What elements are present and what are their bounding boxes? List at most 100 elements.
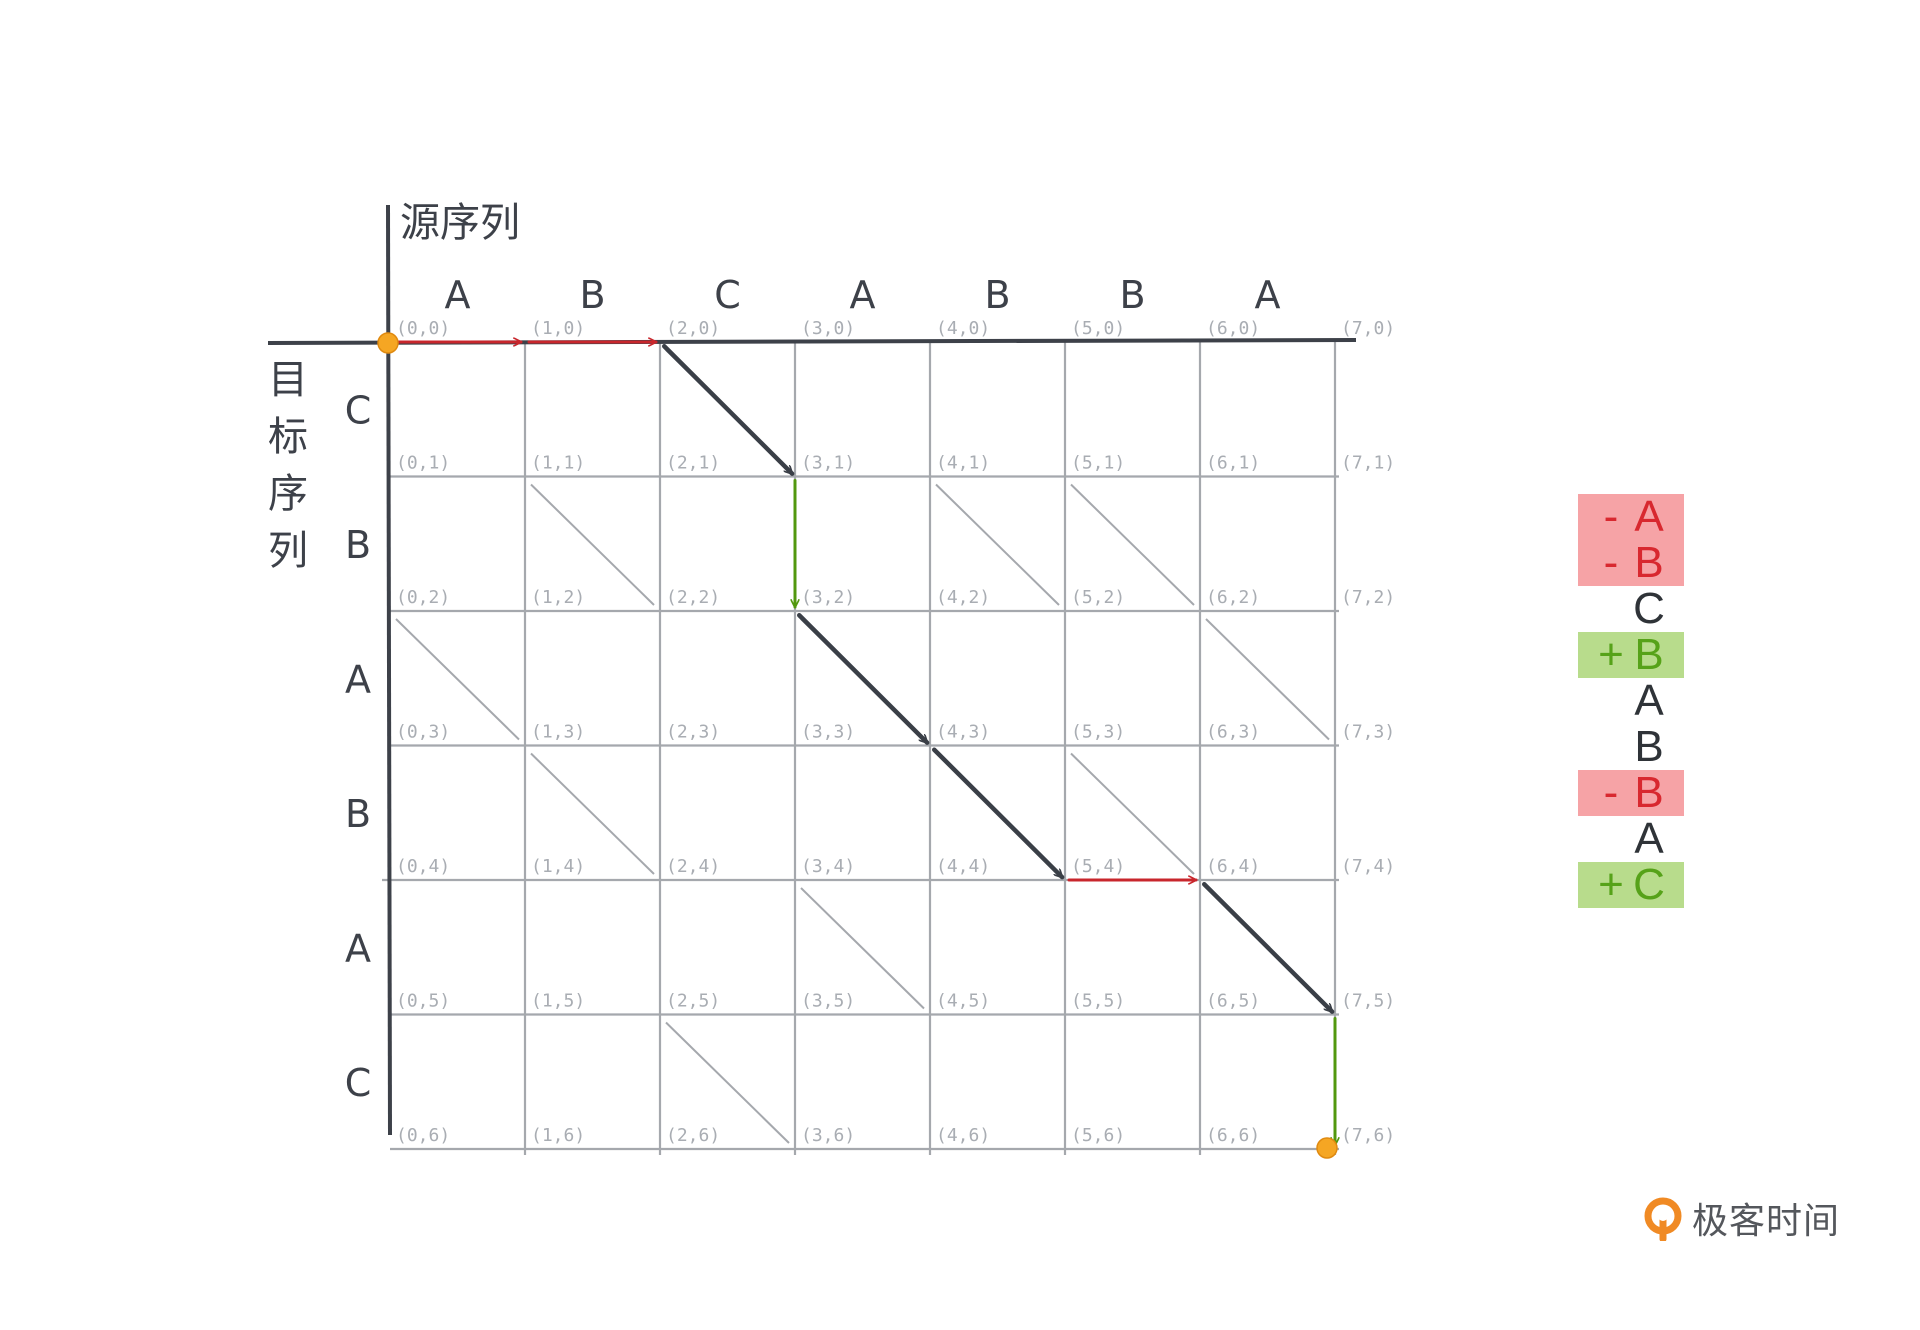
target-title-char: 序 (268, 471, 308, 517)
node-coordinate: (5,2) (1071, 587, 1125, 608)
diff-line-del: -A (1578, 494, 1684, 540)
node-coordinate: (5,5) (1071, 991, 1125, 1012)
node-coordinate: (7,0) (1341, 318, 1395, 339)
target-letter: B (345, 792, 371, 836)
node-coordinate: (3,6) (801, 1125, 855, 1146)
diff-letter: B (1634, 722, 1664, 771)
match-diagonal (800, 887, 925, 1010)
node-coordinate: (2,0) (666, 318, 720, 339)
node-coordinate: (1,3) (531, 722, 585, 743)
node-coordinate: (2,6) (666, 1125, 720, 1146)
node-coordinate: (6,2) (1206, 587, 1260, 608)
source-letter: B (1119, 273, 1145, 317)
target-axis-title: 目 标 序 列 (268, 357, 308, 574)
diff-letter: B (1634, 630, 1664, 679)
diff-output: -A-B+C+B+A+B-B+A+C (1578, 494, 1684, 908)
target-title-char: 列 (268, 528, 308, 574)
node-coordinate: (5,4) (1071, 856, 1125, 877)
logo-text: 极客时间 (1692, 1201, 1841, 1242)
node-coordinate: (2,1) (666, 453, 720, 474)
node-coordinate: (4,3) (936, 722, 990, 743)
node-coordinate: (3,1) (801, 453, 855, 474)
node-coordinate: (0,2) (396, 587, 450, 608)
node-coordinate: (5,6) (1071, 1125, 1125, 1146)
node-coordinate: (6,1) (1206, 453, 1260, 474)
node-coordinate: (0,0) (396, 318, 450, 339)
diff-letter: A (1634, 676, 1664, 725)
node-coordinate: (7,6) (1341, 1125, 1395, 1146)
match-arrow (932, 747, 1065, 880)
node-coordinate: (7,2) (1341, 587, 1395, 608)
match-arrow (1202, 881, 1335, 1014)
source-letter: A (850, 273, 876, 317)
node-coordinate: (4,1) (936, 453, 990, 474)
node-coordinate: (4,6) (936, 1125, 990, 1146)
target-title-char: 目 (268, 357, 308, 403)
diff-letter: C (1633, 584, 1665, 633)
node-coordinate: (0,1) (396, 453, 450, 474)
diff-line-same: +B (1578, 724, 1684, 770)
start-point (377, 332, 399, 354)
grid-lines (382, 342, 1339, 1155)
target-letter: B (345, 523, 371, 567)
diff-line-same: +A (1578, 816, 1684, 862)
node-coordinate: (0,3) (396, 722, 450, 743)
node-coordinate: (6,4) (1206, 856, 1260, 877)
node-coordinate: (7,3) (1341, 722, 1395, 743)
node-coordinate: (2,2) (666, 587, 720, 608)
node-coordinate: (6,5) (1206, 991, 1260, 1012)
source-axis-title: 源序列 (400, 200, 520, 246)
node-coordinate: (5,3) (1071, 722, 1125, 743)
target-letter: C (345, 388, 372, 432)
node-coordinate: (2,3) (666, 722, 720, 743)
diff-line-same: +A (1578, 678, 1684, 724)
edit-path (392, 342, 1335, 1147)
diff-sign: - (1603, 538, 1619, 587)
node-coordinate: (1,1) (531, 453, 585, 474)
path-endpoints (377, 332, 1338, 1159)
diff-letter: A (1634, 492, 1664, 541)
diff-letter: B (1634, 768, 1664, 817)
node-coordinate: (1,4) (531, 856, 585, 877)
sequence-labels: A B C A B B A C B A B A C (345, 273, 1281, 1105)
node-coordinate: (2,5) (666, 991, 720, 1012)
node-coordinate: (0,6) (396, 1125, 450, 1146)
match-diagonal (665, 1021, 790, 1144)
diff-sign: + (1598, 860, 1624, 909)
diff-sign: + (1598, 630, 1624, 679)
target-letter: A (345, 926, 371, 970)
brand-logo: 极客时间 (1640, 1192, 1840, 1244)
match-arrow (797, 612, 930, 745)
match-diagonal (530, 483, 655, 606)
node-coordinate: (3,2) (801, 587, 855, 608)
target-axis-line (386, 204, 392, 1136)
node-coordinate: (7,4) (1341, 856, 1395, 877)
diff-line-same: +C (1578, 586, 1684, 632)
node-coordinate: (3,0) (801, 318, 855, 339)
diff-line-ins: + B (1578, 632, 1684, 678)
source-letter: A (1255, 273, 1281, 317)
node-coordinate: (4,5) (936, 991, 990, 1012)
geektime-logo-icon (1644, 1197, 1682, 1241)
diff-letter: B (1634, 538, 1664, 587)
diff-line-del: -B (1578, 540, 1684, 586)
node-coordinate: (0,4) (396, 856, 450, 877)
node-coordinate: (6,6) (1206, 1125, 1260, 1146)
node-coordinate: (5,1) (1071, 453, 1125, 474)
diff-sign: - (1603, 492, 1619, 541)
node-coordinate: (3,4) (801, 856, 855, 877)
source-letter: A (445, 273, 471, 317)
match-diagonal (935, 483, 1060, 606)
node-coordinate: (7,1) (1341, 453, 1395, 474)
match-arrow (662, 343, 795, 476)
node-coordinate: (6,3) (1206, 722, 1260, 743)
node-coordinate: (2,4) (666, 856, 720, 877)
node-coordinate: (1,6) (531, 1125, 585, 1146)
source-letter: B (984, 273, 1010, 317)
node-coordinate: (7,5) (1341, 991, 1395, 1012)
node-coordinate: (4,0) (936, 318, 990, 339)
node-coordinate: (6,0) (1206, 318, 1260, 339)
diff-line-ins: + C (1578, 862, 1684, 908)
diff-sign: - (1603, 768, 1619, 817)
target-title-char: 标 (268, 414, 308, 460)
